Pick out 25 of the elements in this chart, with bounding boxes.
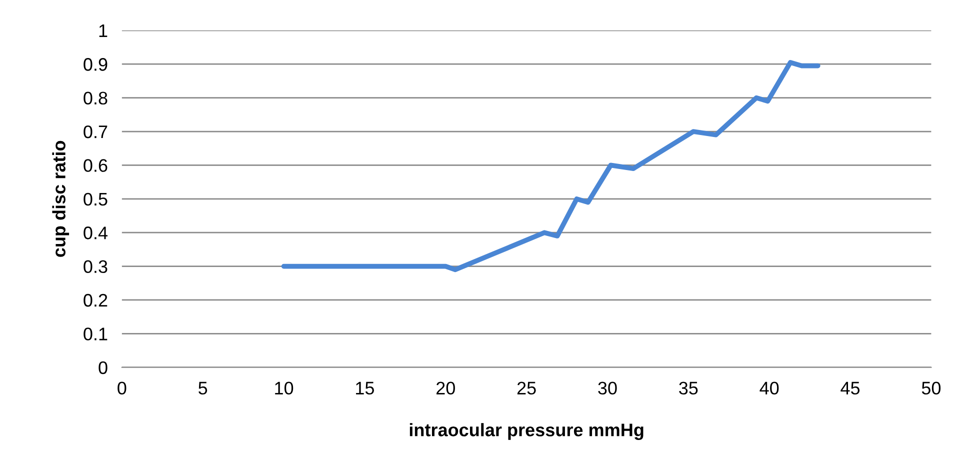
x-tick-label: 50 — [922, 382, 941, 395]
x-tick-label: 15 — [356, 382, 374, 395]
y-axis-title: cup disc ratio — [52, 140, 70, 257]
x-tick-label: 35 — [679, 382, 698, 395]
y-tick-label: 0.8 — [84, 92, 108, 105]
y-tick-label: 0.3 — [84, 260, 108, 274]
y-tick-label: 1 — [99, 24, 108, 37]
y-tick-label: 0.9 — [84, 58, 108, 71]
y-tick-label: 0.2 — [84, 294, 108, 307]
x-tick-label: 40 — [760, 382, 779, 395]
x-tick-label: 10 — [275, 382, 294, 395]
y-tick-label: 0 — [98, 361, 108, 374]
line-series — [281, 60, 820, 272]
x-axis-title: intraocular pressure mmHg — [410, 423, 644, 440]
x-tick-label: 45 — [840, 382, 860, 395]
y-tick-label: 0.1 — [84, 328, 108, 340]
x-tick-label: 30 — [598, 382, 617, 395]
y-tick-label: 0.5 — [84, 192, 108, 206]
x-tick-label: 0 — [118, 382, 126, 395]
y-tick-label: 0.6 — [84, 159, 108, 172]
x-tick-label: 5 — [198, 382, 208, 395]
x-tick-label: 25 — [517, 382, 536, 395]
x-tick-label: 20 — [436, 382, 455, 395]
y-tick-label: 0.4 — [84, 226, 108, 240]
y-tick-label: 0.7 — [84, 125, 108, 138]
